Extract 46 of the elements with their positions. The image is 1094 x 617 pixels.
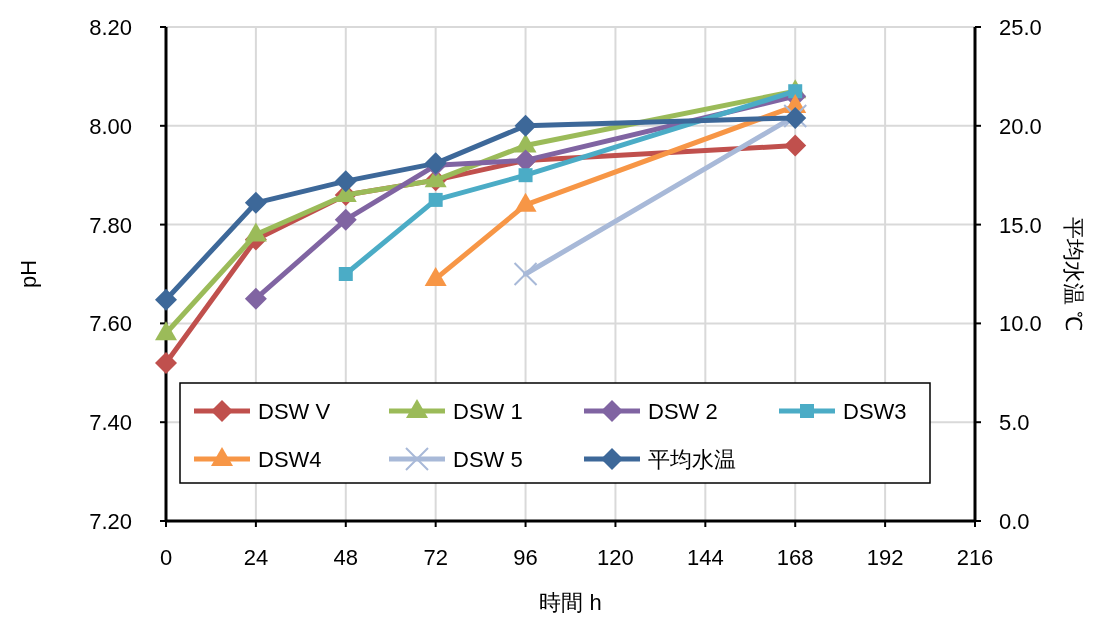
y2-tick-label: 0.0 <box>999 509 1030 534</box>
y2-axis-title: 平均水温 ℃ <box>1061 216 1086 332</box>
y-tick-label: 8.20 <box>89 15 132 40</box>
x-tick-label: 120 <box>597 545 634 570</box>
x-tick-label: 192 <box>866 545 904 570</box>
legend-label: DSW 2 <box>648 399 718 424</box>
point <box>784 134 807 157</box>
x-tick-label: 24 <box>243 545 269 570</box>
y-tick-label: 7.80 <box>89 212 132 238</box>
y2-tick-label: 10.0 <box>999 311 1042 337</box>
y2-tick-label: 25.0 <box>999 15 1042 40</box>
x-tick-label: 168 <box>776 545 814 570</box>
point <box>244 191 267 214</box>
point <box>518 168 533 183</box>
point <box>788 84 803 99</box>
x-tick-label: 216 <box>956 545 994 570</box>
y2-tick-label: 15.0 <box>999 212 1042 238</box>
legend-label: DSW4 <box>258 447 322 472</box>
legend-label: DSW 1 <box>453 399 523 424</box>
point <box>338 267 353 281</box>
point <box>428 192 443 207</box>
point <box>334 170 357 193</box>
point <box>513 262 538 286</box>
x-tick-label: 144 <box>686 545 724 570</box>
point <box>155 321 177 341</box>
point <box>155 351 177 374</box>
y-axis-title: pH <box>16 259 41 289</box>
x-tick-label: 0 <box>159 545 173 570</box>
y-tick-label: 7.20 <box>89 509 132 534</box>
y2-tick-label: 5.0 <box>999 410 1030 436</box>
y-tick-label: 7.40 <box>89 410 132 436</box>
legend-label: DSW V <box>258 399 331 424</box>
legend-label: 平均水温 <box>648 447 736 472</box>
y-tick-label: 7.60 <box>89 311 132 337</box>
point <box>334 208 357 231</box>
legend-label: DSW3 <box>843 399 907 424</box>
x-tick-label: 72 <box>423 545 448 570</box>
point <box>244 287 267 310</box>
x-axis-title: 時間 h <box>539 590 602 615</box>
y-tick-label: 8.00 <box>89 113 132 139</box>
point <box>155 288 177 311</box>
x-tick-label: 96 <box>513 545 538 570</box>
x-tick-label: 48 <box>333 545 359 570</box>
y2-tick-label: 20.0 <box>999 113 1042 139</box>
point <box>514 114 537 137</box>
legend-label: DSW 5 <box>453 447 523 472</box>
